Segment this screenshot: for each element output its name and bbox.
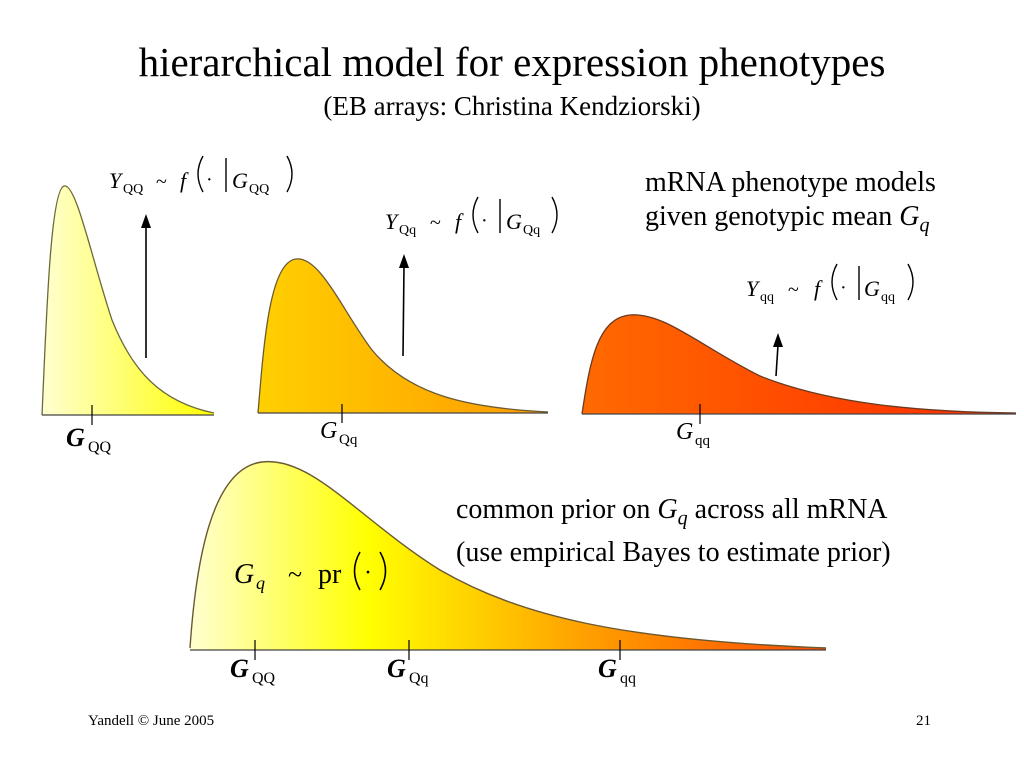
- note-g-symbol: G: [899, 201, 920, 232]
- label-G-sub: Qq: [409, 670, 429, 687]
- density-curve-qq: [581, 314, 1017, 424]
- formula-f: f: [455, 209, 464, 234]
- prior-g-symbol: G: [657, 494, 678, 525]
- formula-Y-QQ: Y QQ ~ f · G QQ: [109, 155, 293, 197]
- label-G-QQ-top: G QQ: [66, 423, 112, 456]
- formula-f: f: [814, 276, 823, 301]
- prior-tilde: ~: [288, 560, 302, 589]
- formula-Y: Y: [746, 276, 761, 301]
- label-G-QQ-bottom: G QQ: [230, 654, 276, 687]
- formula-Y-sub: QQ: [123, 182, 143, 197]
- formula-G: G: [506, 209, 522, 234]
- formula-G: G: [864, 276, 880, 301]
- label-G-qq-top: G qq: [676, 419, 711, 449]
- label-G-sub: QQ: [88, 439, 112, 456]
- arrow-QQ: [141, 214, 151, 358]
- prior-line-1-prefix: common prior on: [456, 494, 658, 525]
- label-G: G: [598, 654, 617, 683]
- prior-dot: ·: [364, 560, 372, 586]
- label-G: G: [676, 419, 693, 445]
- slide-subtitle: (EB arrays: Christina Kendziorski): [323, 91, 701, 121]
- label-G-sub: Qq: [339, 432, 358, 448]
- formula-tilde: ~: [156, 171, 167, 193]
- formula-Y-qq: Y qq ~ f · G qq: [746, 263, 914, 305]
- formula-dot: ·: [206, 169, 213, 191]
- note-phenotype-models: mRNA phenotype models given genotypic me…: [645, 166, 936, 243]
- density-curve-QQ: [41, 185, 215, 425]
- prior-line-1: common prior on Gq across all mRNA: [456, 493, 891, 536]
- note-common-prior: common prior on Gq across all mRNA (use …: [456, 493, 891, 570]
- formula-dot: ·: [481, 210, 488, 232]
- prior-G-sub: q: [256, 573, 265, 593]
- footer-copyright: Yandell © June 2005: [88, 713, 215, 729]
- footer-page-number: 21: [916, 713, 931, 729]
- note-line-1: mRNA phenotype models: [645, 167, 936, 198]
- density-curve-Qq: [257, 258, 549, 423]
- label-G-Qq-top: G Qq: [320, 418, 358, 448]
- label-G: G: [320, 418, 337, 444]
- slide-title: hierarchical model for expression phenot…: [138, 39, 886, 85]
- label-G: G: [66, 423, 85, 452]
- label-G-Qq-bottom: G Qq: [387, 654, 429, 687]
- prior-line-2: (use empirical Bayes to estimate prior): [456, 536, 891, 568]
- label-G-sub: qq: [620, 670, 636, 687]
- formula-prior: G q ~ pr ·: [234, 551, 387, 593]
- label-G: G: [387, 654, 406, 683]
- formula-G-sub: qq: [881, 290, 895, 305]
- formula-Y: Y: [109, 168, 124, 193]
- arrow-Qq: [399, 254, 409, 357]
- note-g-subscript: q: [919, 214, 930, 237]
- arrow-qq: [773, 333, 783, 377]
- prior-line-1-suffix: across all mRNA: [687, 494, 888, 525]
- label-G-qq-bottom: G qq: [598, 654, 636, 687]
- label-G-sub: qq: [695, 433, 711, 449]
- note-line-2: given genotypic mean Gq: [645, 200, 936, 243]
- formula-Y-sub: Qq: [399, 223, 416, 238]
- formula-tilde: ~: [430, 212, 441, 234]
- formula-dot: ·: [840, 277, 847, 299]
- formula-G-sub: Qq: [523, 223, 540, 238]
- formula-tilde: ~: [788, 279, 799, 301]
- formula-Y-Qq: Y Qq ~ f · G Qq: [385, 196, 558, 238]
- formula-Y: Y: [385, 209, 400, 234]
- formula-G: G: [232, 168, 248, 193]
- formula-Y-sub: qq: [760, 290, 774, 305]
- label-G-sub: QQ: [252, 670, 276, 687]
- formula-G-sub: QQ: [249, 182, 269, 197]
- prior-G: G: [234, 559, 254, 590]
- formula-f: f: [180, 168, 189, 193]
- prior-g-subscript: q: [677, 507, 688, 530]
- label-G: G: [230, 654, 249, 683]
- prior-density-curve: [189, 461, 827, 660]
- prior-pr: pr: [318, 559, 342, 590]
- note-line-2-text: given genotypic mean: [645, 201, 900, 232]
